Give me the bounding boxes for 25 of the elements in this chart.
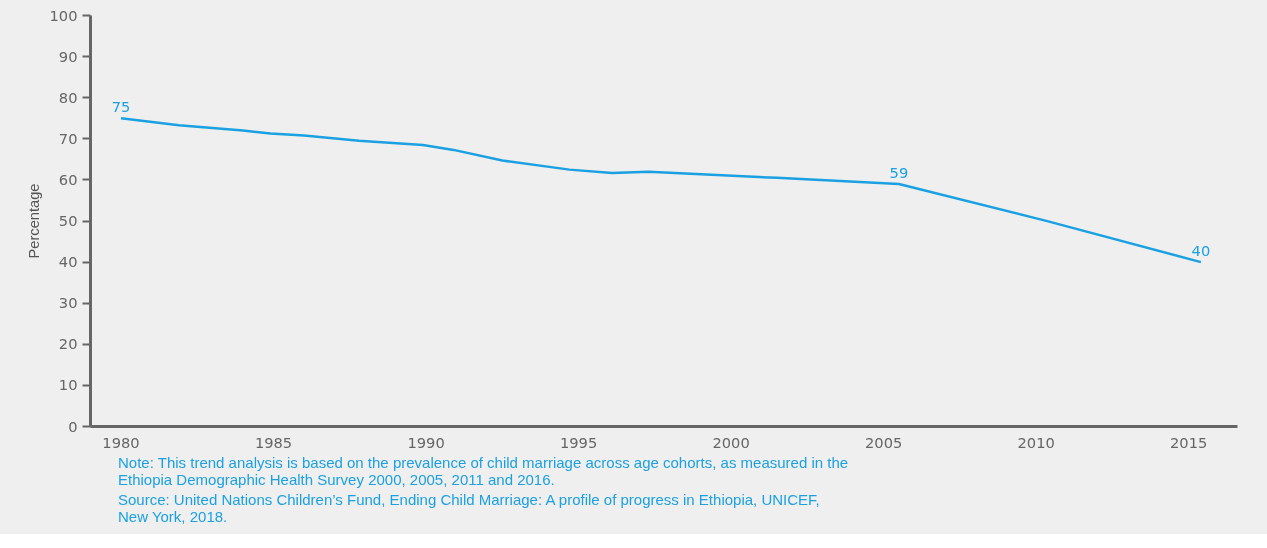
text: Note: This trend analysis is based on the prevalence of child marriage across age cohorts, as measured in the Ethiopia Demographic Health Survey 2000, 2005, 2011 and 2016. [118,454,849,488]
x-tick-label: 1995 [559,433,598,451]
y-tick-label: 0 [68,417,78,435]
x-tick-label: 1990 [407,433,445,451]
y-tick-label: 10 [58,376,78,394]
data-label: 75 [111,98,131,116]
x-tick-label: 2015 [1170,433,1208,451]
y-tick-label: 70 [58,129,78,147]
x-tick-label: 2005 [864,433,903,451]
y-tick-label: 90 [58,47,78,65]
data-label: 59 [889,164,909,182]
source-note: Source: United Nations Children’s Fund, Ending Child Marriage: A profile of progress in Ethiopia, UNICEF, New York, 2018. [118,491,821,525]
x-tick-label: 2000 [712,433,750,451]
y-tick-label: 40 [58,253,78,271]
y-axis-title: Percentage [25,183,42,259]
x-tick-label: 2010 [1017,433,1055,451]
data-label: 40 [1191,242,1211,260]
y-tick-label: 30 [58,294,78,312]
y-tick-label: 100 [49,6,78,24]
y-tick-label: 80 [58,88,78,106]
x-tick-label: 1985 [254,433,293,451]
x-tick-label: 1980 [102,433,140,451]
y-tick-label: 60 [58,170,78,188]
y-tick-label: 20 [58,335,78,353]
y-tick-label: 50 [58,212,78,229]
